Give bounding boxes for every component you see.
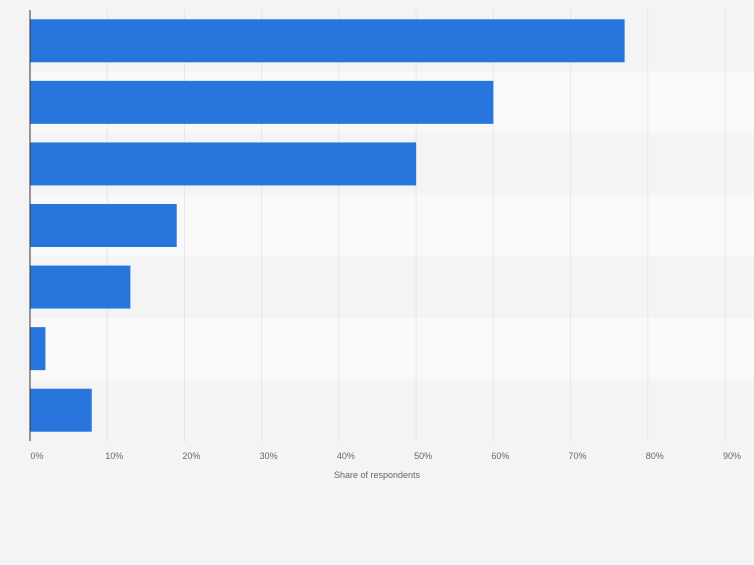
row-band-6 bbox=[30, 317, 754, 380]
x-tick-label: 20% bbox=[182, 451, 200, 461]
x-tick-label: 70% bbox=[569, 451, 587, 461]
x-axis-label: Share of respondents bbox=[334, 470, 421, 480]
bars bbox=[30, 19, 625, 432]
x-tick-label: 60% bbox=[491, 451, 509, 461]
x-tick-label: 80% bbox=[646, 451, 664, 461]
x-tick-label: 50% bbox=[414, 451, 432, 461]
bar-5 bbox=[30, 265, 131, 309]
bar-1 bbox=[30, 19, 625, 63]
bar-2 bbox=[30, 80, 494, 124]
bar-7 bbox=[30, 388, 92, 432]
bar-3 bbox=[30, 142, 417, 186]
x-tick-label: 30% bbox=[260, 451, 278, 461]
bar-4 bbox=[30, 204, 177, 247]
x-tick-label: 10% bbox=[105, 451, 123, 461]
x-tick-label: 40% bbox=[337, 451, 355, 461]
bar-6 bbox=[30, 327, 46, 371]
x-tick-label: 0% bbox=[30, 451, 43, 461]
x-tick-labels: 0% 10% 20% 30% 40% 50% 60% 70% 80% 90% bbox=[30, 451, 741, 461]
x-tick-label: 90% bbox=[723, 451, 741, 461]
